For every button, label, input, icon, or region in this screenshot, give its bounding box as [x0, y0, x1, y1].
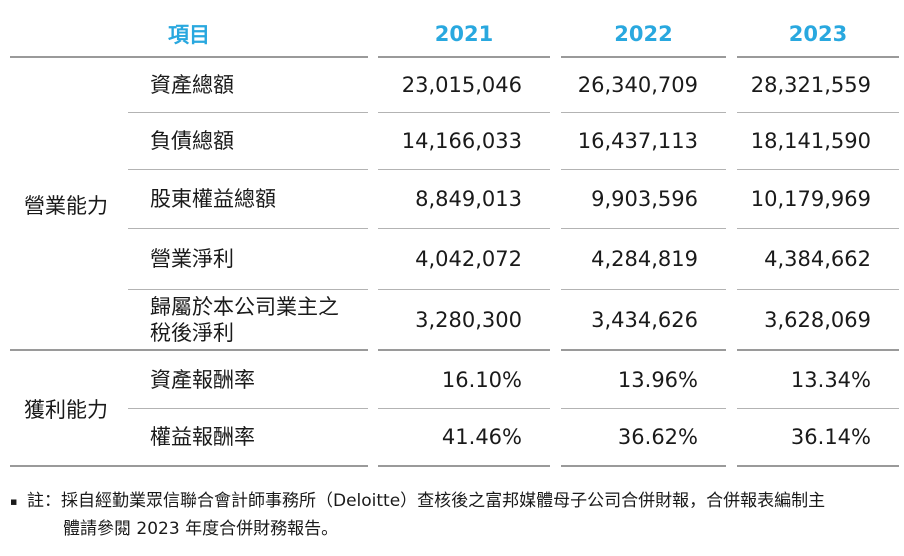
value-2022: 3,434,626 — [561, 290, 726, 351]
value-2021: 16.10% — [378, 351, 550, 409]
footnote-text: 註：採自經勤業眾信聯合會計師事務所（Deloitte）查核後之富邦媒體母子公司合… — [27, 491, 826, 539]
value-2023: 3,628,069 — [737, 290, 899, 351]
value-2023: 10,179,969 — [737, 170, 899, 229]
column-gap — [550, 12, 561, 58]
table-row-total-equity: 股東權益總額 8,849,013 9,903,596 10,179,969 — [10, 170, 899, 229]
value-2021: 8,849,013 — [378, 170, 550, 229]
table-row-return-on-assets: 資產報酬率 16.10% 13.96% 13.34% — [10, 351, 899, 409]
value-2023: 36.14% — [737, 409, 899, 467]
group-spacer — [10, 290, 128, 351]
square-bullet-icon: ▪ — [10, 495, 18, 508]
header-item-label: 項目 — [10, 12, 368, 58]
value-2023: 18,141,590 — [737, 113, 899, 170]
row-label: 負債總額 — [128, 113, 368, 170]
group-spacer — [10, 409, 128, 467]
table-row-total-assets: 資產總額 23,015,046 26,340,709 28,321,559 — [10, 58, 899, 113]
value-2021: 23,015,046 — [378, 58, 550, 113]
value-2022: 16,437,113 — [561, 113, 726, 170]
value-2022: 13.96% — [561, 351, 726, 409]
table-row-net-income-owners: 歸屬於本公司業主之 稅後淨利 3,280,300 3,434,626 3,628… — [10, 290, 899, 351]
value-2023: 4,384,662 — [737, 229, 899, 290]
header-year-2023: 2023 — [737, 12, 899, 58]
value-2022: 9,903,596 — [561, 170, 726, 229]
table-row-return-on-equity: 權益報酬率 41.46% 36.62% 36.14% — [10, 409, 899, 467]
header-year-2021: 2021 — [378, 12, 550, 58]
column-gap — [368, 12, 378, 58]
row-label: 股東權益總額 — [128, 170, 368, 229]
row-label: 營業淨利 — [128, 229, 368, 290]
value-2021: 3,280,300 — [378, 290, 550, 351]
value-2022: 36.62% — [561, 409, 726, 467]
table-row-total-liabilities: 負債總額 14,166,033 16,437,113 18,141,590 — [10, 113, 899, 170]
value-2023: 13.34% — [737, 351, 899, 409]
footnote: ▪ 註：採自經勤業眾信聯合會計師事務所（Deloitte）查核後之富邦媒體母子公… — [10, 487, 894, 543]
value-2021: 41.46% — [378, 409, 550, 467]
value-2021: 4,042,072 — [378, 229, 550, 290]
column-gap — [726, 12, 737, 58]
header-year-2022: 2022 — [561, 12, 726, 58]
row-label: 資產總額 — [128, 58, 368, 113]
table-header-row: 項目 2021 2022 2023 — [10, 12, 899, 58]
value-2023: 28,321,559 — [737, 58, 899, 113]
value-2021: 14,166,033 — [378, 113, 550, 170]
value-2022: 26,340,709 — [561, 58, 726, 113]
row-label: 歸屬於本公司業主之 稅後淨利 — [128, 290, 368, 351]
financial-table: 項目 2021 2022 2023 資產總額 23,015,046 26,340… — [10, 12, 899, 467]
table-row-operating-profit: 營業淨利 4,042,072 4,284,819 4,384,662 — [10, 229, 899, 290]
group-label-operating-capability: 營業能力 — [24, 193, 108, 218]
row-label: 權益報酬率 — [128, 409, 368, 467]
row-label: 資產報酬率 — [128, 351, 368, 409]
group-label-profitability: 獲利能力 — [24, 398, 108, 422]
value-2022: 4,284,819 — [561, 229, 726, 290]
